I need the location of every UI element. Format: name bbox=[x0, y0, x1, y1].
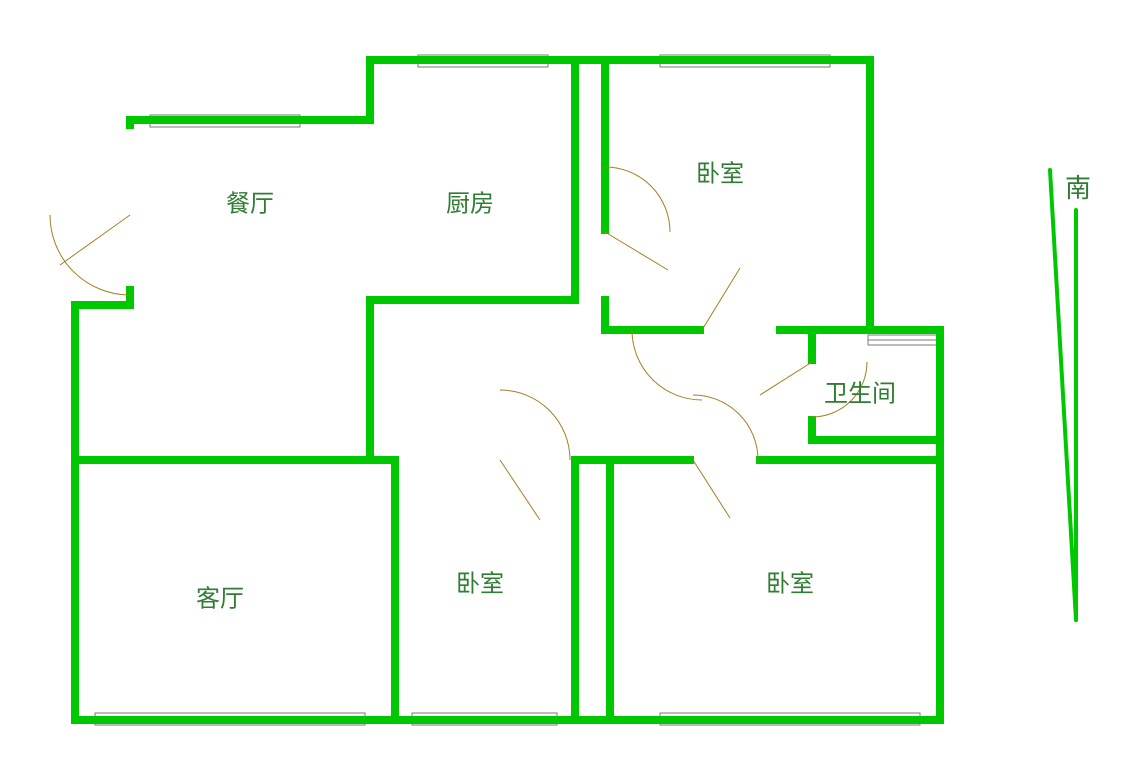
door-arc bbox=[605, 167, 670, 232]
room-label-kitchen: 厨房 bbox=[446, 190, 494, 217]
doors-group bbox=[50, 167, 867, 520]
floor-plan-diagram: 餐厅厨房卧室卫生间客厅卧室卧室南 bbox=[0, 0, 1136, 782]
door-leaf bbox=[60, 215, 130, 265]
door-arc bbox=[632, 330, 702, 400]
door-leaf bbox=[702, 268, 740, 330]
door-leaf bbox=[500, 460, 540, 520]
door-leaf bbox=[693, 460, 730, 518]
compass: 南 bbox=[1050, 170, 1091, 620]
room-label-bedroom-top: 卧室 bbox=[696, 160, 744, 187]
room-label-dining-room: 餐厅 bbox=[226, 190, 274, 217]
door-arc bbox=[693, 395, 758, 460]
room-label-bathroom: 卫生间 bbox=[824, 380, 896, 407]
door-leaf bbox=[605, 232, 668, 270]
room-label-living-room: 客厅 bbox=[196, 585, 244, 612]
door-arc bbox=[500, 390, 570, 460]
compass-label: 南 bbox=[1065, 173, 1091, 203]
compass-line bbox=[1050, 170, 1076, 620]
labels-group: 餐厅厨房卧室卫生间客厅卧室卧室 bbox=[196, 160, 896, 612]
door-leaf bbox=[760, 362, 812, 395]
windows-group bbox=[95, 55, 940, 725]
room-label-bedroom-right: 卧室 bbox=[766, 570, 814, 597]
door-arc bbox=[50, 215, 130, 295]
room-label-bedroom-mid: 卧室 bbox=[456, 570, 504, 597]
